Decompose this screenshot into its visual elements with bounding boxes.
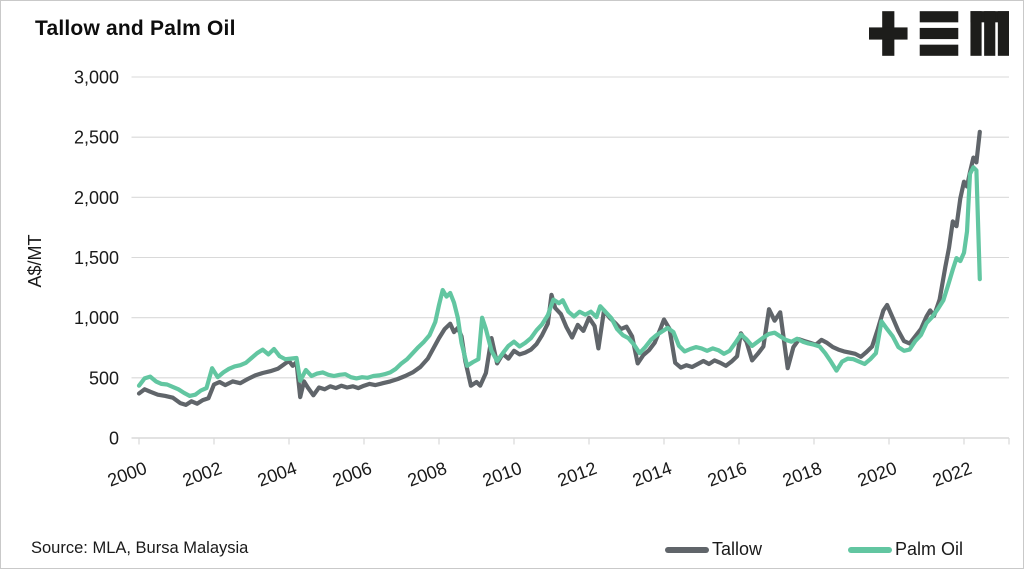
svg-text:2020: 2020 [855, 458, 899, 490]
svg-text:0: 0 [109, 429, 119, 449]
svg-text:A$/MT: A$/MT [25, 234, 45, 287]
tallow-line-swatch [664, 546, 709, 553]
svg-text:2012: 2012 [555, 458, 599, 490]
legend-item-palm-oil: Palm Oil [847, 539, 963, 560]
svg-text:2006: 2006 [330, 458, 374, 490]
svg-text:2004: 2004 [255, 458, 299, 490]
palm-oil-line-swatch [847, 546, 892, 553]
svg-text:3,000: 3,000 [74, 68, 119, 88]
mla-logo [869, 11, 1009, 56]
legend-label-tallow: Tallow [711, 539, 762, 559]
svg-text:2016: 2016 [705, 458, 749, 490]
m-glyph [970, 11, 1009, 56]
legend-label-palm-oil: Palm Oil [894, 539, 963, 559]
legend-item-tallow: Tallow [664, 539, 762, 560]
legend: Tallow Palm Oil [664, 539, 963, 560]
svg-text:500: 500 [89, 368, 119, 388]
svg-text:1,000: 1,000 [74, 308, 119, 328]
chart-title: Tallow and Palm Oil [35, 17, 236, 40]
svg-text:2,500: 2,500 [74, 128, 119, 148]
svg-text:2002: 2002 [180, 458, 224, 490]
bars-glyph [919, 11, 959, 56]
svg-text:2014: 2014 [630, 458, 674, 490]
plus-glyph [869, 11, 908, 56]
line-chart: 0 500 1,000 1,500 2,000 2,500 3,000 2000 2002 200… [25, 68, 1010, 490]
svg-text:2,000: 2,000 [74, 188, 119, 208]
source-note: Source: MLA, Bursa Malaysia [31, 539, 249, 557]
svg-text:1,500: 1,500 [74, 248, 119, 268]
svg-text:2022: 2022 [930, 458, 974, 490]
svg-text:2018: 2018 [780, 458, 824, 490]
svg-text:2000: 2000 [105, 458, 149, 490]
svg-text:2008: 2008 [405, 458, 449, 490]
svg-text:2010: 2010 [480, 458, 524, 490]
